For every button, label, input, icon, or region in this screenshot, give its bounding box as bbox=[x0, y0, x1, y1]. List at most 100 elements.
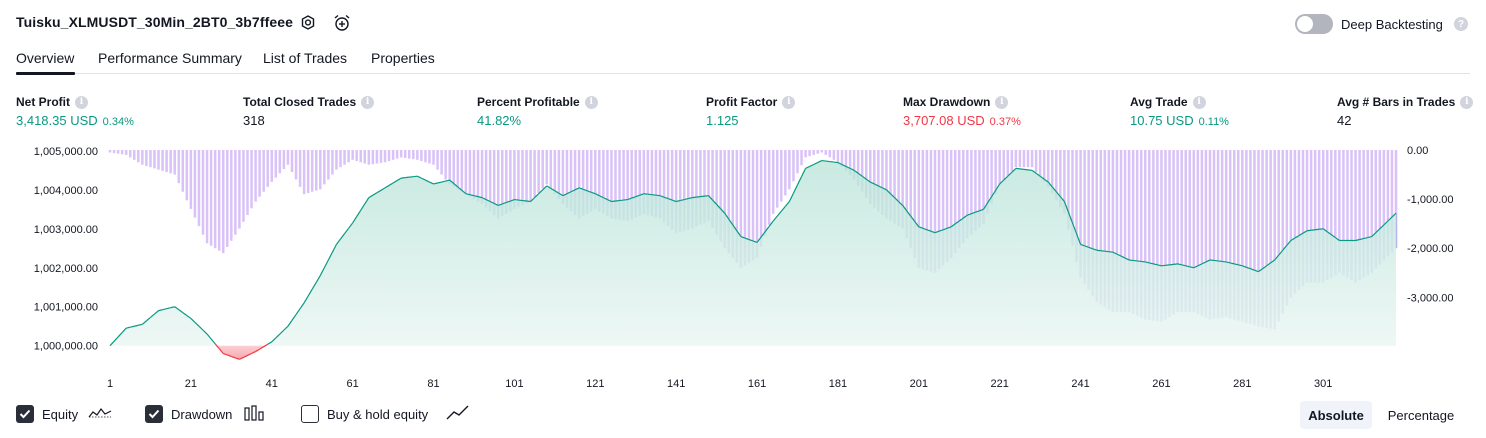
drawdown-bar bbox=[496, 150, 500, 206]
drawdown-bar bbox=[1160, 150, 1163, 266]
drawdown-bar bbox=[1366, 150, 1369, 238]
drawdown-bar bbox=[1350, 150, 1353, 241]
absolute-button[interactable]: Absolute bbox=[1300, 401, 1372, 429]
gear-icon[interactable] bbox=[298, 13, 318, 33]
info-icon[interactable]: i bbox=[995, 95, 1009, 109]
equity-line-segment bbox=[186, 315, 192, 319]
deep-backtesting-toggle[interactable] bbox=[1295, 14, 1333, 34]
equity-line-segment bbox=[999, 179, 1005, 185]
drawdown-bar bbox=[614, 150, 617, 202]
equity-checkbox[interactable] bbox=[16, 405, 34, 423]
left-axis-tick-label: 1,001,000.00 bbox=[34, 302, 98, 314]
tab-performance-summary[interactable]: Performance Summary bbox=[98, 50, 242, 66]
drawdown-bar bbox=[747, 150, 751, 240]
drawdown-bar bbox=[169, 150, 172, 174]
drawdown-checkbox[interactable] bbox=[145, 405, 163, 423]
drawdown-bar bbox=[234, 150, 237, 235]
drawdown-bar bbox=[913, 150, 917, 222]
metric-max-drawdown-value: 3,707.08 USD 0.37% bbox=[903, 113, 1021, 128]
alarm-add-icon[interactable] bbox=[332, 13, 352, 33]
drawdown-bar bbox=[691, 150, 694, 198]
equity-line-segment bbox=[283, 325, 289, 331]
question-icon[interactable]: ? bbox=[1454, 17, 1468, 31]
equity-line-segment bbox=[607, 199, 612, 203]
equity-line-segment bbox=[680, 198, 685, 202]
equity-line-segment bbox=[315, 275, 321, 283]
info-icon[interactable]: i bbox=[1192, 95, 1206, 109]
metric-percent: 0.37% bbox=[989, 116, 1021, 128]
drawdown-bar bbox=[319, 150, 322, 190]
drawdown-bar bbox=[408, 150, 411, 159]
drawdown-bar bbox=[274, 150, 278, 178]
tab-properties[interactable]: Properties bbox=[371, 50, 435, 66]
equity-line-segment bbox=[752, 240, 758, 244]
equity-line-segment bbox=[849, 167, 855, 171]
equity-line-segment bbox=[1246, 266, 1251, 270]
equity-line-segment bbox=[1067, 212, 1074, 224]
drawdown-bar bbox=[1342, 150, 1345, 241]
percentage-button[interactable]: Percentage bbox=[1387, 407, 1455, 423]
equity-line-segment bbox=[461, 189, 467, 195]
drawdown-bar bbox=[347, 150, 350, 163]
metric-value: 1.125 bbox=[706, 113, 739, 128]
drawdown-bar bbox=[820, 150, 824, 153]
drawdown-bar bbox=[731, 150, 735, 225]
drawdown-bar bbox=[1018, 150, 1022, 168]
equity-line-segment bbox=[130, 325, 135, 328]
x-axis-tick-label: 161 bbox=[748, 378, 766, 390]
drawdown-bar bbox=[1281, 150, 1285, 251]
buy-hold-checkbox[interactable] bbox=[301, 405, 319, 423]
drawdown-bar bbox=[1083, 150, 1086, 246]
equity-line-segment bbox=[800, 168, 807, 177]
equity-line-segment bbox=[126, 326, 131, 329]
drawdown-bar bbox=[848, 150, 852, 169]
equity-line-segment bbox=[574, 187, 580, 191]
equity-line-segment bbox=[1201, 261, 1207, 265]
info-icon[interactable]: i bbox=[782, 95, 796, 109]
info-icon[interactable]: i bbox=[1460, 95, 1474, 109]
drawdown-bar bbox=[719, 150, 722, 209]
drawdown-bar bbox=[1382, 150, 1386, 225]
drawdown-bar bbox=[723, 150, 726, 214]
drawdown-bar bbox=[666, 150, 670, 199]
drawdown-bar bbox=[1079, 150, 1082, 245]
drawdown-bar bbox=[448, 150, 451, 181]
drawdown-bar bbox=[941, 150, 945, 230]
equity-line-segment bbox=[995, 183, 1001, 191]
equity-line-segment bbox=[724, 212, 730, 220]
equity-line-segment bbox=[113, 336, 119, 342]
equity-line-segment bbox=[1153, 263, 1158, 266]
equity-line-segment bbox=[570, 189, 576, 193]
equity-line-segment bbox=[344, 227, 350, 235]
equity-drawdown-chart[interactable]: 1,005,000.00 1,004,000.00 1,003,000.00 1,00… bbox=[0, 140, 1486, 395]
equity-line-segment bbox=[861, 175, 867, 180]
drawdown-bar bbox=[577, 150, 581, 188]
drawdown-bar bbox=[646, 150, 650, 195]
equity-line-segment bbox=[1116, 253, 1122, 257]
equity-line-segment bbox=[510, 198, 515, 202]
drawdown-bar bbox=[788, 150, 791, 190]
info-icon[interactable]: i bbox=[584, 95, 598, 109]
equity-line-segment bbox=[684, 198, 689, 201]
metric-total-closed-trades-label: Total Closed Trades i bbox=[243, 95, 375, 109]
info-icon[interactable]: i bbox=[361, 95, 375, 109]
drawdown-bar bbox=[509, 150, 512, 202]
equity-line-segment bbox=[214, 343, 220, 350]
equity-line-segment bbox=[421, 177, 426, 181]
equity-line-segment bbox=[1254, 269, 1259, 273]
tab-overview[interactable]: Overview bbox=[16, 50, 75, 66]
equity-line-segment bbox=[433, 182, 438, 185]
tab-list-of-trades[interactable]: List of Trades bbox=[263, 50, 348, 66]
drawdown-bar bbox=[529, 150, 532, 202]
drawdown-bar bbox=[412, 150, 415, 160]
drawdown-bar bbox=[120, 150, 124, 155]
equity-line-segment bbox=[566, 191, 572, 195]
drawdown-bar bbox=[1390, 150, 1394, 218]
drawdown-bar bbox=[468, 150, 472, 195]
drawdown-bar bbox=[1006, 150, 1010, 176]
info-icon[interactable]: i bbox=[75, 95, 88, 109]
equity-line-segment bbox=[635, 194, 640, 198]
equity-line-segment bbox=[728, 218, 734, 226]
equity-line-segment bbox=[946, 226, 952, 229]
drawdown-bar bbox=[133, 150, 136, 160]
